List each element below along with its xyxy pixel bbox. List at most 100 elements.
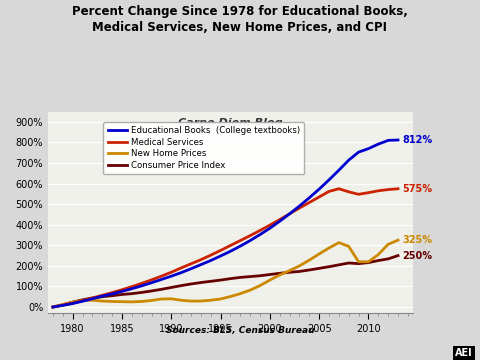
Text: Sources: BLS, Census Bureau: Sources: BLS, Census Bureau: [166, 326, 314, 335]
Medical Services: [50, 305, 56, 309]
Line: Consumer Price Index: Consumer Price Index: [53, 256, 398, 307]
Consumer Price Index: [346, 261, 351, 265]
Text: Percent Change Since 1978 for Educational Books,
Medical Services, New Home Pric: Percent Change Since 1978 for Educationa…: [72, 5, 408, 35]
New Home Prices: [149, 298, 155, 303]
Medical Services: [326, 189, 332, 194]
Medical Services: [109, 291, 115, 295]
Consumer Price Index: [277, 271, 283, 275]
Consumer Price Index: [50, 305, 56, 309]
Educational Books  (College textbooks): [366, 147, 372, 151]
Educational Books  (College textbooks): [119, 289, 125, 293]
Educational Books  (College textbooks): [346, 158, 351, 162]
Educational Books  (College textbooks): [89, 297, 95, 301]
Medical Services: [188, 262, 194, 266]
Medical Services: [375, 189, 381, 193]
Medical Services: [149, 278, 155, 282]
Consumer Price Index: [139, 290, 144, 294]
New Home Prices: [158, 297, 164, 301]
Legend: Educational Books  (College textbooks), Medical Services, New Home Prices, Consu: Educational Books (College textbooks), M…: [103, 122, 304, 174]
Consumer Price Index: [385, 257, 391, 261]
New Home Prices: [346, 244, 351, 248]
Educational Books  (College textbooks): [217, 254, 223, 258]
Educational Books  (College textbooks): [356, 150, 361, 154]
New Home Prices: [267, 278, 273, 282]
Consumer Price Index: [247, 274, 253, 279]
New Home Prices: [247, 288, 253, 292]
Educational Books  (College textbooks): [247, 238, 253, 243]
Consumer Price Index: [257, 274, 263, 278]
New Home Prices: [356, 260, 361, 264]
Educational Books  (College textbooks): [158, 277, 164, 282]
Medical Services: [70, 301, 75, 305]
Educational Books  (College textbooks): [149, 280, 155, 285]
New Home Prices: [99, 299, 105, 303]
Consumer Price Index: [119, 292, 125, 297]
Educational Books  (College textbooks): [277, 219, 283, 224]
Consumer Price Index: [188, 282, 194, 286]
Educational Books  (College textbooks): [178, 270, 184, 275]
Educational Books  (College textbooks): [208, 258, 214, 263]
New Home Prices: [50, 305, 56, 309]
Educational Books  (College textbooks): [99, 294, 105, 298]
Educational Books  (College textbooks): [228, 249, 233, 253]
Consumer Price Index: [217, 278, 223, 282]
Educational Books  (College textbooks): [168, 274, 174, 278]
New Home Prices: [208, 298, 214, 302]
Educational Books  (College textbooks): [267, 226, 273, 230]
Medical Services: [316, 195, 322, 199]
Educational Books  (College textbooks): [316, 187, 322, 191]
Medical Services: [129, 284, 135, 289]
Medical Services: [287, 212, 292, 216]
New Home Prices: [277, 273, 283, 277]
Consumer Price Index: [366, 260, 372, 265]
Educational Books  (College textbooks): [109, 292, 115, 296]
Educational Books  (College textbooks): [188, 267, 194, 271]
Line: Medical Services: Medical Services: [53, 189, 398, 307]
Medical Services: [168, 270, 174, 274]
Consumer Price Index: [99, 294, 105, 299]
New Home Prices: [80, 298, 85, 303]
Medical Services: [89, 296, 95, 300]
New Home Prices: [89, 298, 95, 302]
Educational Books  (College textbooks): [70, 301, 75, 306]
New Home Prices: [168, 297, 174, 301]
Text: 575%: 575%: [402, 184, 432, 194]
New Home Prices: [326, 246, 332, 250]
Educational Books  (College textbooks): [238, 244, 243, 248]
Educational Books  (College textbooks): [375, 142, 381, 146]
New Home Prices: [60, 302, 66, 307]
Educational Books  (College textbooks): [287, 212, 292, 216]
Consumer Price Index: [198, 280, 204, 285]
Consumer Price Index: [306, 268, 312, 272]
Medical Services: [208, 253, 214, 257]
New Home Prices: [198, 299, 204, 303]
Medical Services: [346, 190, 351, 194]
Medical Services: [238, 238, 243, 243]
Text: AEI: AEI: [455, 348, 473, 358]
Text: 250%: 250%: [402, 251, 432, 261]
New Home Prices: [139, 299, 144, 303]
Text: 812%: 812%: [402, 135, 432, 145]
New Home Prices: [385, 242, 391, 247]
Educational Books  (College textbooks): [139, 284, 144, 288]
New Home Prices: [375, 252, 381, 257]
New Home Prices: [188, 299, 194, 303]
Line: Educational Books  (College textbooks): Educational Books (College textbooks): [53, 140, 398, 307]
New Home Prices: [297, 264, 302, 268]
Consumer Price Index: [395, 253, 401, 258]
New Home Prices: [238, 292, 243, 296]
New Home Prices: [129, 300, 135, 304]
Consumer Price Index: [70, 300, 75, 304]
Educational Books  (College textbooks): [60, 303, 66, 307]
Educational Books  (College textbooks): [80, 299, 85, 303]
Educational Books  (College textbooks): [306, 195, 312, 200]
Medical Services: [99, 293, 105, 297]
New Home Prices: [336, 240, 342, 245]
Consumer Price Index: [336, 263, 342, 267]
Medical Services: [60, 303, 66, 307]
Educational Books  (College textbooks): [326, 178, 332, 182]
Consumer Price Index: [129, 292, 135, 296]
New Home Prices: [119, 300, 125, 304]
Medical Services: [217, 248, 223, 253]
Medical Services: [385, 188, 391, 192]
